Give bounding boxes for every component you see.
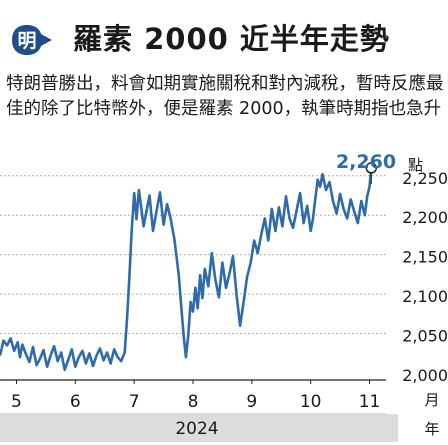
x-axis-band <box>0 413 398 442</box>
chart-subtitle: 特朗普勝出，料會如期實施關稅和對內減稅，暫時反應最佳的除了比特幣外，便是羅素 2… <box>6 74 444 119</box>
y-tick-label: 2,200 <box>402 208 448 227</box>
year-label: 2024 <box>175 419 218 439</box>
y-tick-label: 2,050 <box>402 327 448 346</box>
x-tick-label: 5 <box>11 392 22 412</box>
chart-header: 明 羅素 2000 近半年走勢 <box>0 0 448 70</box>
x-tick-label: 11 <box>359 392 381 412</box>
ming-pao-logo-icon: 明 <box>12 25 52 55</box>
year-band-separator <box>0 413 386 414</box>
chart-title: 羅素 2000 近半年走勢 <box>73 22 390 56</box>
series-layer <box>0 162 378 372</box>
y-tick-label: 2,100 <box>402 287 448 306</box>
year-band <box>0 414 398 442</box>
grid-layer <box>0 175 386 384</box>
x-month-unit-label: 月 <box>424 391 439 409</box>
x-tick-label: 6 <box>70 392 81 412</box>
y-tick-label: 2,250 <box>402 169 448 188</box>
x-tick-label: 7 <box>129 392 140 412</box>
logo-text: 明 <box>17 30 36 52</box>
x-tick-label: 10 <box>300 392 322 412</box>
last-value-label: 2,260 <box>336 151 396 173</box>
y-unit-label: 點 <box>408 156 423 174</box>
x-tick-label: 9 <box>246 392 257 412</box>
x-year-unit-label: 年 <box>424 420 439 438</box>
series-line <box>0 167 373 372</box>
y-tick-label: 2,000 <box>402 366 448 385</box>
y-tick-label: 2,150 <box>402 248 448 267</box>
last-value-marker <box>365 162 378 174</box>
x-tick-label: 8 <box>188 392 199 412</box>
